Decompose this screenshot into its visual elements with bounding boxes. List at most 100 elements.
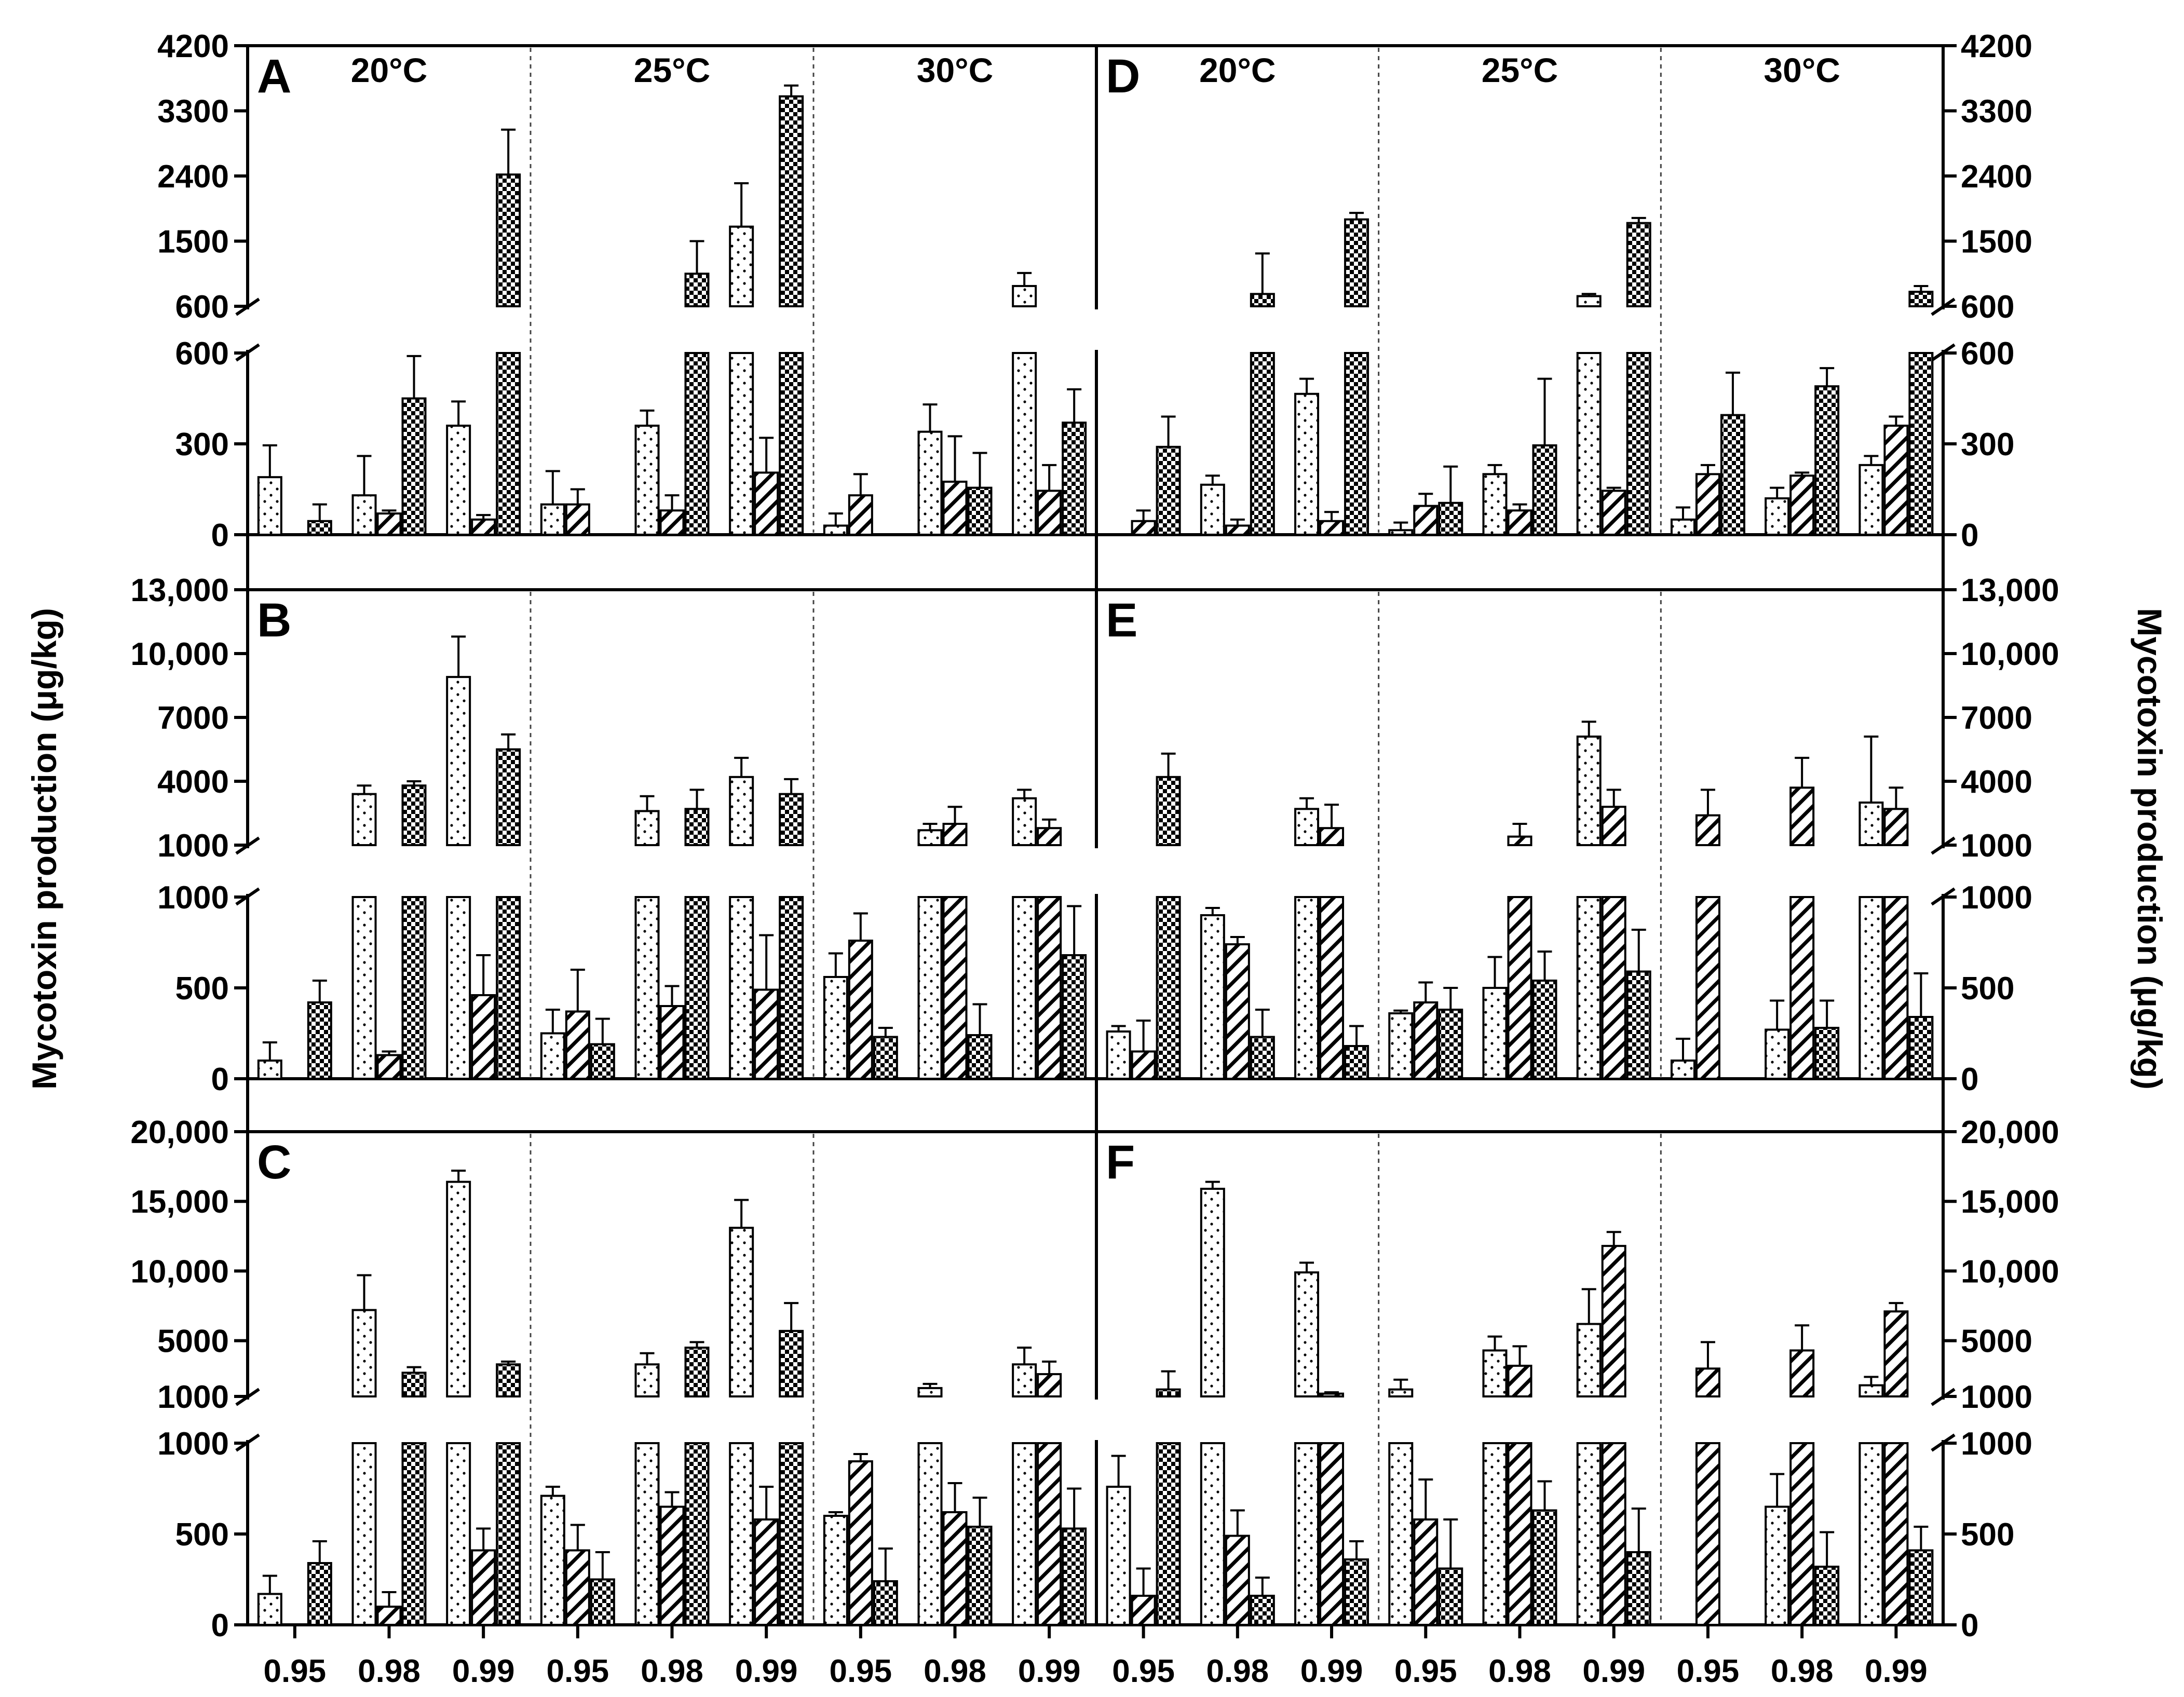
bar-dotted [446, 425, 471, 536]
bar-hatched [471, 994, 496, 1080]
x-tick-label: 0.99 [1865, 1653, 1928, 1689]
bar-checkered [1062, 422, 1087, 536]
bar-checkered [1062, 954, 1087, 1080]
bar-hatched [1601, 490, 1626, 536]
y-tick-label-right: 4200 [1961, 29, 2032, 64]
bar-hatched [565, 503, 590, 536]
y-tick-label-left: 2400 [157, 159, 229, 195]
bar-dotted [917, 1442, 943, 1626]
bar-dotted [1388, 1012, 1414, 1080]
bar-dotted [917, 896, 943, 1080]
bar-checkered [779, 95, 804, 307]
bar-checkered [1156, 1442, 1181, 1626]
bar-checkered [967, 1526, 993, 1626]
bar-dotted [1670, 1060, 1695, 1080]
x-tick-label: 0.99 [1300, 1653, 1363, 1689]
bar-dotted [729, 896, 754, 1080]
bar-checkered [1626, 222, 1651, 307]
bar-dotted [1482, 1349, 1508, 1398]
axis-break-gap [1938, 848, 1948, 894]
bar-dotted [1294, 896, 1320, 1080]
bar-hatched [1695, 1442, 1720, 1626]
bar-checkered [1438, 1009, 1463, 1080]
bar-hatched [1695, 896, 1720, 1080]
bar-hatched [1131, 1050, 1156, 1080]
bar-hatched [1319, 1392, 1345, 1398]
bar-hatched [1507, 1442, 1532, 1626]
axis-break-gap [1091, 848, 1102, 894]
bar-checkered [1626, 352, 1651, 536]
bar-dotted [1576, 1323, 1602, 1398]
y-tick-label-right: 10,000 [1961, 636, 2059, 672]
bar-dotted [1388, 1442, 1414, 1626]
bar-dotted [351, 494, 377, 536]
temperature-label: 25°C [1482, 51, 1558, 89]
bar-dotted [1482, 473, 1508, 536]
bar-checkered [1250, 1595, 1275, 1626]
y-tick-label-left: 300 [175, 427, 229, 463]
bar-hatched [1507, 835, 1532, 846]
bar-dotted [1200, 1188, 1225, 1398]
bar-hatched [1037, 896, 1062, 1080]
bar-checkered [1438, 501, 1463, 536]
bar-hatched [1037, 827, 1062, 846]
bar-checkered [1156, 445, 1181, 536]
bar-dotted [634, 1442, 660, 1626]
bar-checkered [401, 1442, 427, 1626]
y-tick-label-right: 13,000 [1961, 573, 2059, 608]
bar-dotted [1200, 1442, 1225, 1626]
bar-dotted [1576, 352, 1602, 536]
bar-dotted [1859, 1384, 1884, 1398]
x-tick-label: 0.98 [1771, 1653, 1834, 1689]
bar-hatched [1601, 806, 1626, 846]
bar-hatched [1601, 1245, 1626, 1397]
y-tick-label-right: 10,000 [1961, 1254, 2059, 1289]
bar-hatched [1695, 473, 1720, 536]
bar-checkered [590, 1578, 615, 1626]
bar-checkered [1438, 1567, 1463, 1626]
bar-hatched [754, 1518, 779, 1626]
y-tick-label-right: 5000 [1961, 1324, 2032, 1360]
bar-hatched [754, 988, 779, 1080]
bar-hatched [471, 518, 496, 536]
bar-dotted [1859, 464, 1884, 536]
x-tick-label: 0.95 [829, 1653, 892, 1689]
y-tick-label-right: 1000 [1961, 1426, 2032, 1462]
bar-hatched [1131, 1595, 1156, 1626]
y-tick-label-right: 600 [1961, 289, 2014, 325]
y-tick-label-right: 0 [1961, 1608, 1978, 1644]
bar-checkered [496, 173, 521, 308]
bar-hatched [848, 940, 873, 1080]
bar-dotted [446, 896, 471, 1080]
bar-hatched [1131, 520, 1156, 536]
bar-checkered [1814, 1027, 1840, 1080]
bar-checkered [307, 520, 332, 536]
x-tick-label: 0.99 [735, 1653, 798, 1689]
bar-dotted [1576, 896, 1602, 1080]
bar-checkered [1814, 1566, 1840, 1626]
y-tick-label-right: 1000 [1961, 880, 2032, 916]
y-tick-label-right: 15,000 [1961, 1184, 2059, 1220]
bar-hatched [1507, 896, 1532, 1080]
y-tick-label-left: 4000 [157, 764, 229, 800]
bar-hatched [1319, 827, 1345, 846]
x-tick-label: 0.99 [452, 1653, 515, 1689]
axis-break-gap [242, 848, 253, 894]
x-tick-label: 0.95 [263, 1653, 326, 1689]
x-tick-label: 0.98 [1488, 1653, 1551, 1689]
panel-letter: E [1106, 594, 1137, 647]
y-tick-label-right: 4000 [1961, 764, 2032, 800]
y-tick-label-left: 600 [175, 289, 229, 325]
y-tick-label-right: 300 [1961, 427, 2014, 463]
y-tick-label-left: 4200 [157, 29, 229, 64]
bar-hatched [1037, 490, 1062, 536]
bar-hatched [1225, 524, 1250, 536]
bar-hatched [659, 1505, 685, 1626]
bar-hatched [1883, 896, 1909, 1080]
bar-hatched [1037, 1442, 1062, 1626]
bar-checkered [1156, 1388, 1181, 1397]
bar-hatched [1507, 1364, 1532, 1397]
temperature-label: 30°C [1764, 51, 1840, 89]
bar-dotted [1859, 802, 1884, 846]
bar-dotted [1765, 1505, 1790, 1626]
